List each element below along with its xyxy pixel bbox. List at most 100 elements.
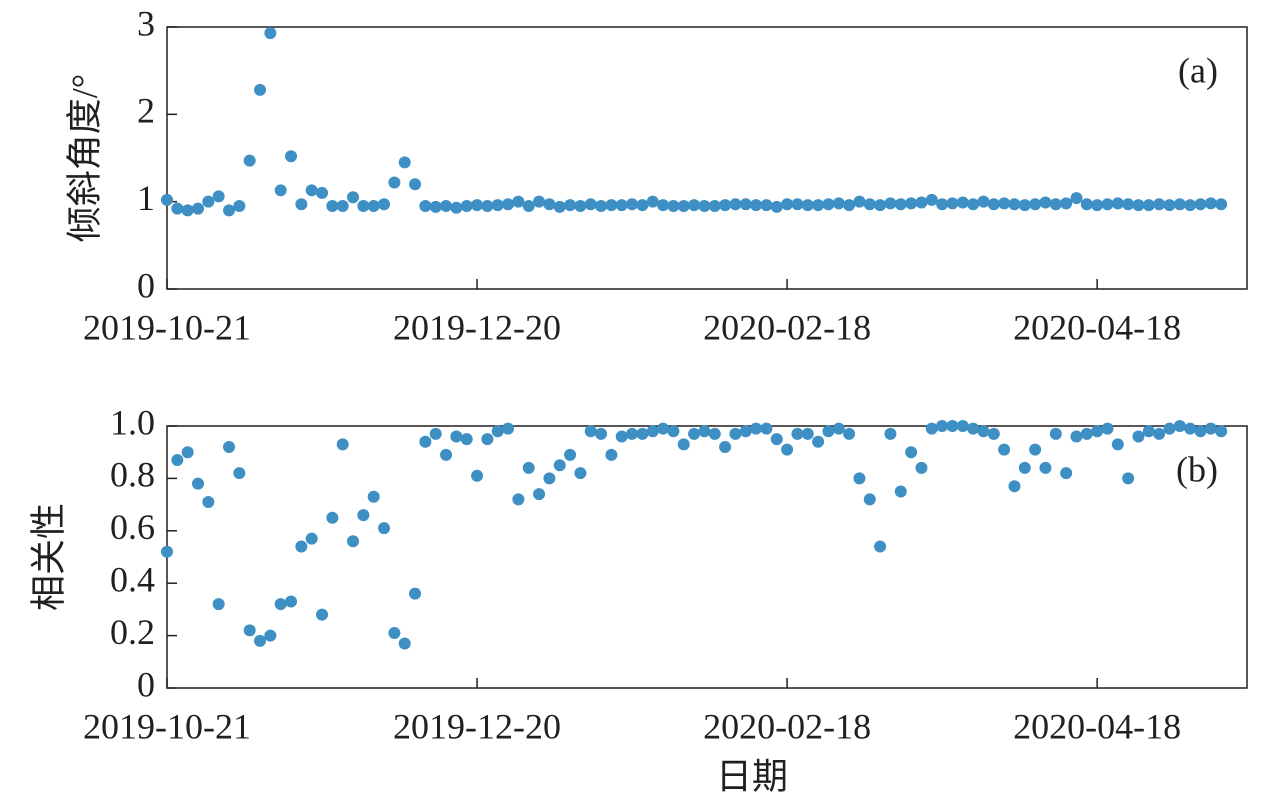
data-point [1204,422,1217,435]
data-point [688,427,701,440]
plot-frame [166,26,1248,290]
data-point [419,435,432,448]
x-tick-label: 2020-02-18 [703,706,871,746]
data-point [1008,480,1021,493]
data-point [1091,199,1104,212]
data-point [646,195,659,208]
data-point [843,427,856,440]
data-point [574,200,587,213]
data-point [388,176,401,189]
y-tick-label: 0.8 [110,455,155,495]
data-point [181,204,194,217]
data-point [1080,427,1093,440]
data-point [295,198,308,211]
data-point [750,199,763,212]
data-point [192,477,205,490]
data-point [1018,199,1031,212]
data-point [760,422,773,435]
data-point [233,200,246,213]
data-point [667,200,680,213]
y-tick-label: 0 [137,664,155,704]
data-point [584,198,597,211]
data-point [832,422,845,435]
data-point [243,624,256,637]
plot-frame [166,425,1248,689]
y-tick-label: 1 [137,178,155,218]
data-point [202,495,215,508]
data-point [946,420,959,432]
data-point [533,195,546,208]
data-point [1194,198,1207,211]
data-point [1111,197,1124,210]
data-point [481,433,494,446]
data-point [1101,422,1114,435]
data-point [750,422,763,435]
data-point [357,200,370,213]
data-point [481,200,494,213]
data-point [781,198,794,211]
panel-annotation: (b) [1176,449,1218,489]
data-point [264,629,277,642]
data-point [987,198,1000,211]
data-point [677,200,690,213]
data-point [626,198,639,211]
data-point [1060,197,1073,210]
data-point [440,448,453,461]
data-point [822,198,835,211]
data-point [1039,196,1052,209]
data-point [905,446,918,459]
data-point [1029,443,1042,456]
data-point [1008,198,1021,211]
data-point [574,467,587,480]
data-point [657,199,670,212]
data-point [243,154,256,167]
data-point [409,587,422,600]
data-point [388,626,401,639]
data-point [212,190,225,203]
y-tick-label: 0.2 [110,612,155,652]
data-point [450,430,463,443]
data-point [285,150,298,163]
data-point [347,191,360,204]
data-point [605,199,618,212]
data-point [1039,461,1052,474]
data-point [936,420,949,432]
data-point [894,198,907,211]
panel-annotation: (a) [1178,50,1218,90]
data-point [295,540,308,553]
data-point [615,199,628,212]
data-point [233,467,246,480]
data-point [316,608,329,621]
data-point [832,197,845,210]
data-point [305,184,318,197]
data-point [181,446,194,459]
data-point [1111,438,1124,451]
data-point [564,199,577,212]
y-tick-label: 1.0 [110,402,155,442]
data-point [1163,199,1176,212]
y-tick-label: 0.6 [110,507,155,547]
data-point [502,198,515,211]
data-point [1029,198,1042,211]
data-point [626,427,639,440]
data-point [533,488,546,501]
data-point [254,634,267,647]
data-point [264,27,277,40]
data-point [915,461,928,474]
data-point [460,200,473,213]
data-point [1184,422,1197,435]
data-point [347,535,360,548]
x-tick-label: 2020-04-18 [1013,307,1181,347]
data-point [161,193,173,206]
data-point [460,433,473,446]
x-tick-label: 2020-02-18 [703,307,871,347]
data-point [708,200,721,213]
data-point [1070,430,1083,443]
data-point [863,198,876,211]
data-point [801,427,814,440]
data-point [409,178,422,191]
data-point [419,200,432,213]
data-point [584,425,597,438]
data-point [977,195,990,208]
